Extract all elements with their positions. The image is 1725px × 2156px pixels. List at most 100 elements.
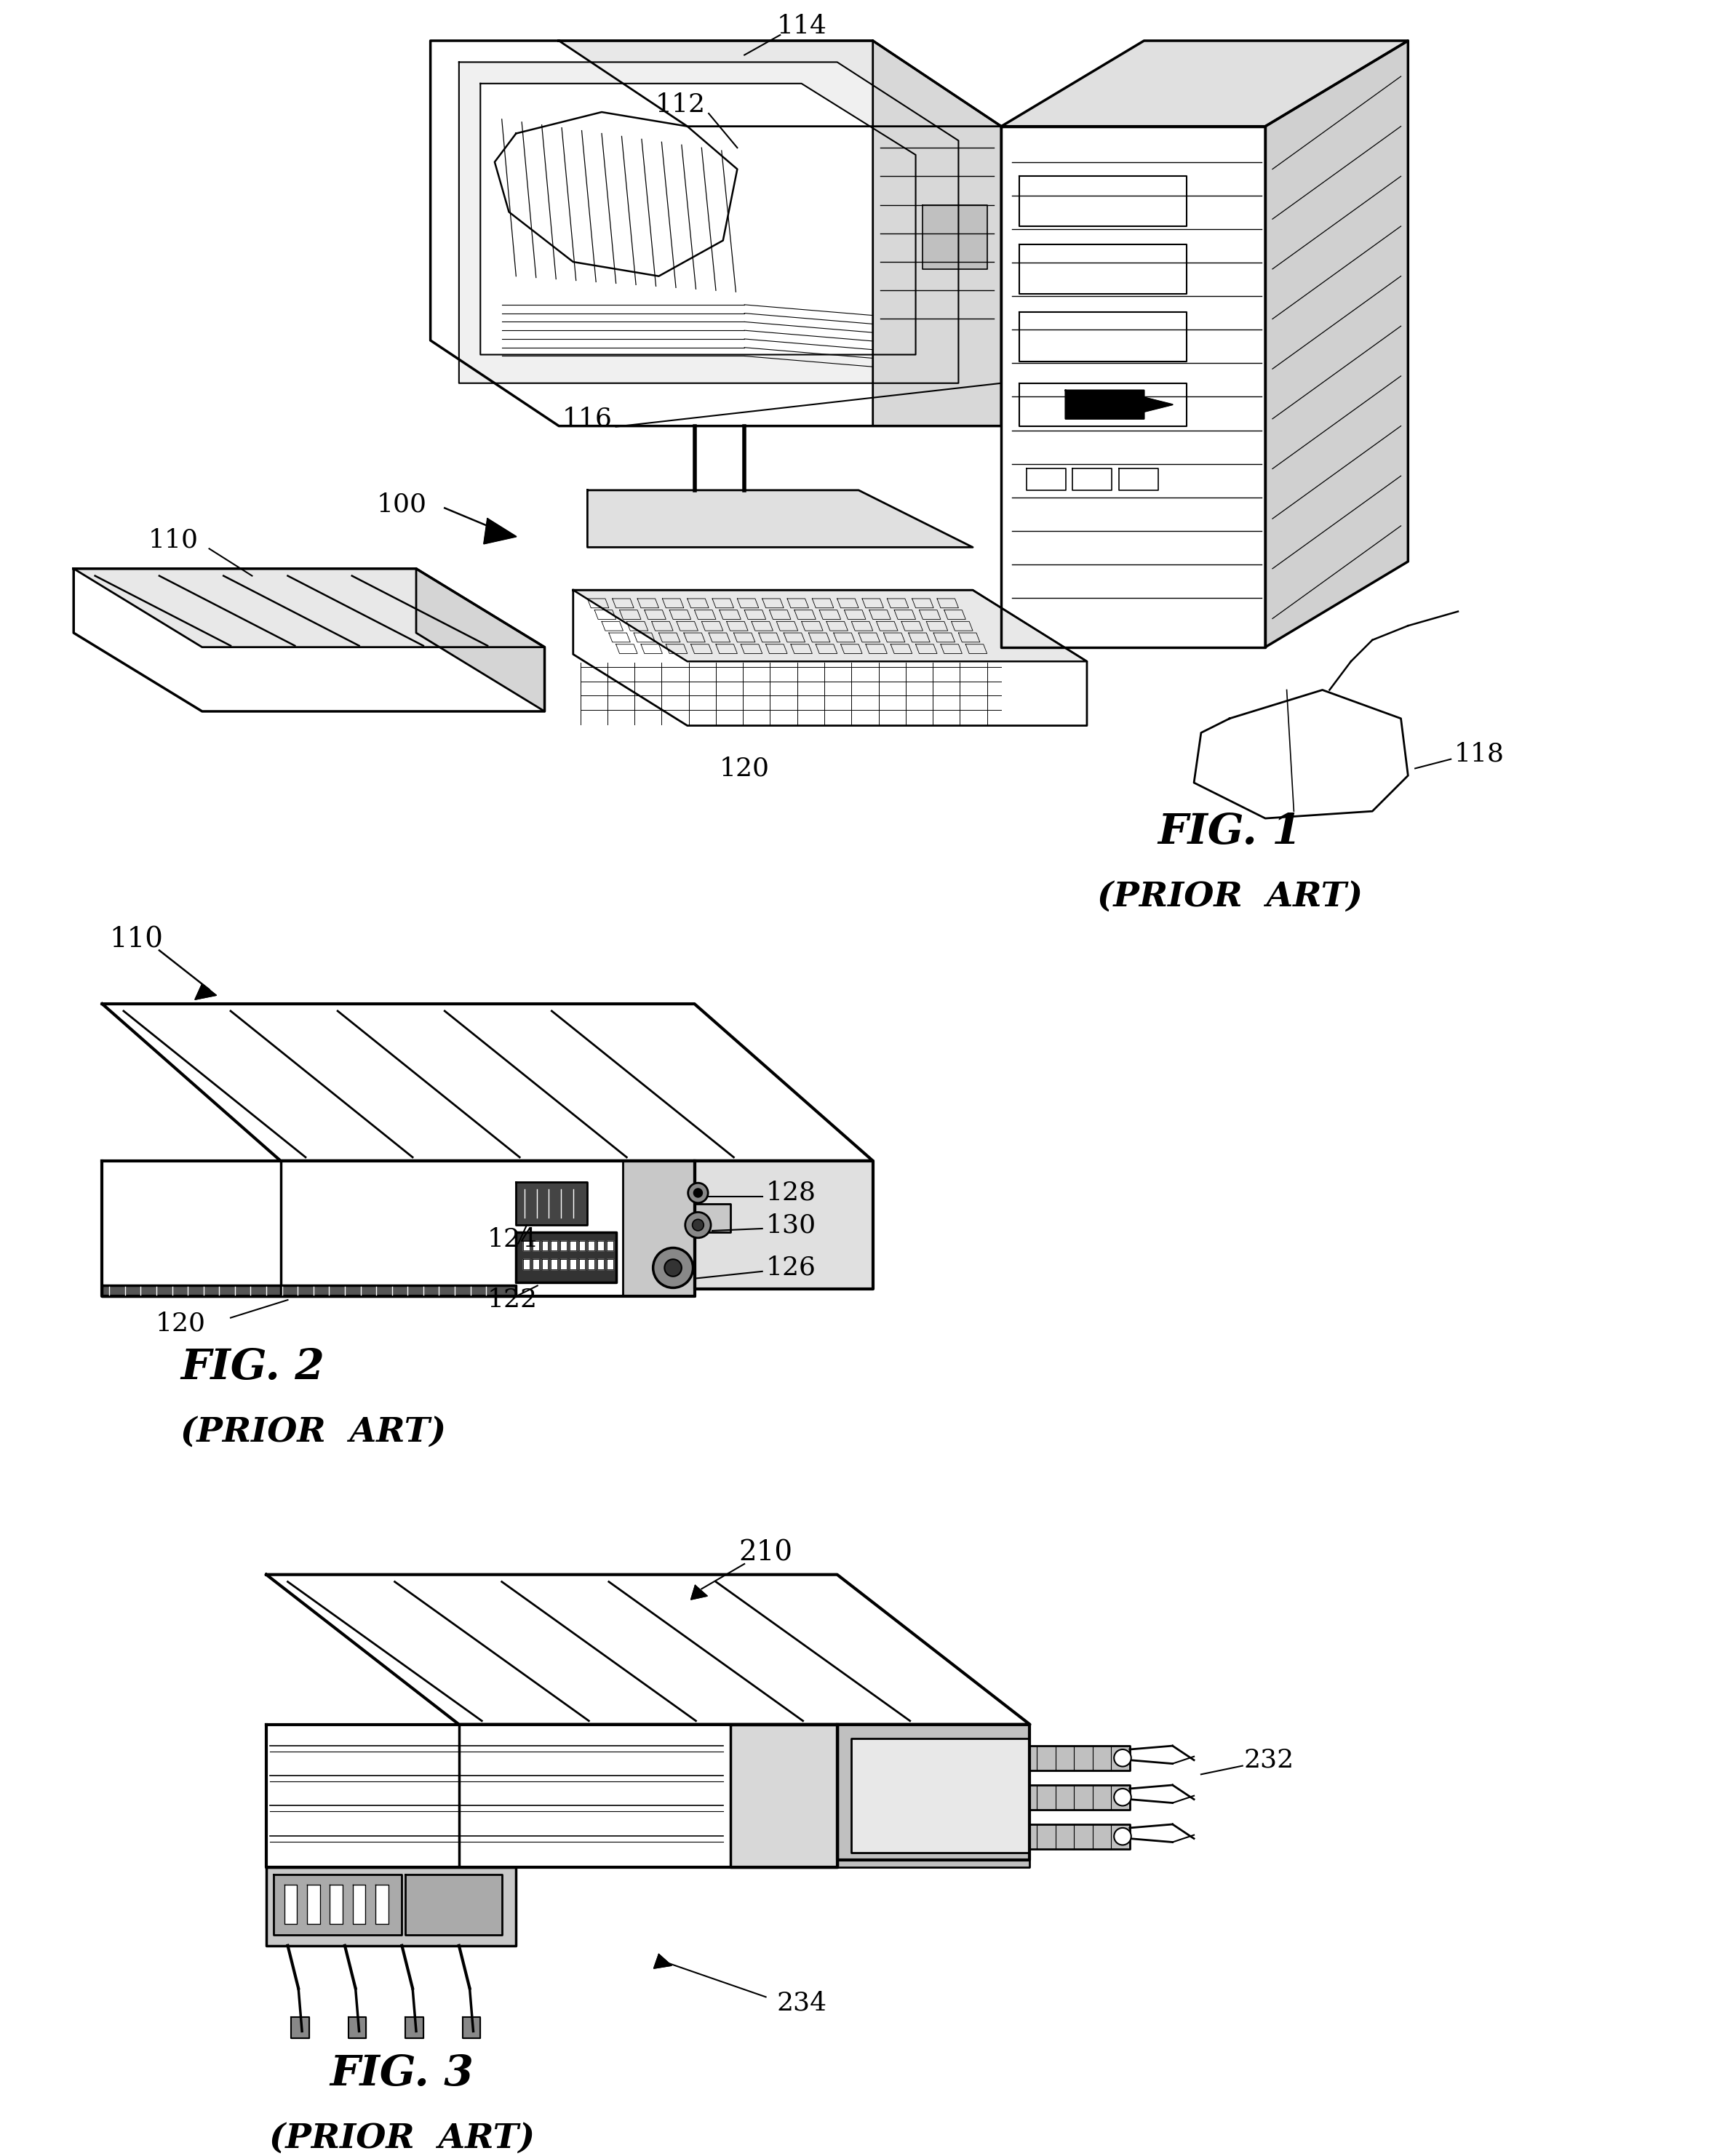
Text: 130: 130 — [766, 1212, 816, 1238]
Polygon shape — [550, 1259, 557, 1270]
Polygon shape — [580, 1259, 585, 1270]
Polygon shape — [102, 1005, 873, 1160]
Polygon shape — [573, 591, 1087, 727]
Text: 112: 112 — [656, 93, 706, 116]
Polygon shape — [523, 1259, 530, 1270]
Polygon shape — [480, 84, 916, 354]
Circle shape — [688, 1184, 707, 1203]
Polygon shape — [74, 569, 545, 711]
Polygon shape — [588, 1259, 595, 1270]
Polygon shape — [573, 591, 1087, 662]
Polygon shape — [352, 1884, 366, 1923]
Polygon shape — [1000, 41, 1408, 127]
Text: 210: 210 — [738, 1539, 794, 1567]
Polygon shape — [266, 1725, 837, 1867]
Polygon shape — [516, 1231, 616, 1283]
Circle shape — [1114, 1828, 1132, 1846]
Text: 122: 122 — [488, 1287, 538, 1313]
Polygon shape — [837, 1725, 1030, 1867]
Polygon shape — [285, 1884, 297, 1923]
Polygon shape — [597, 1259, 604, 1270]
Polygon shape — [329, 1884, 343, 1923]
Polygon shape — [559, 41, 1000, 127]
Polygon shape — [274, 1874, 402, 1934]
Polygon shape — [692, 1585, 707, 1600]
Polygon shape — [1066, 390, 1173, 418]
Text: 120: 120 — [155, 1311, 205, 1337]
Polygon shape — [376, 1884, 388, 1923]
Polygon shape — [102, 1285, 516, 1296]
Polygon shape — [550, 1240, 557, 1250]
Circle shape — [685, 1212, 711, 1238]
Polygon shape — [533, 1240, 538, 1250]
Text: 110: 110 — [109, 927, 164, 953]
Polygon shape — [74, 569, 545, 647]
Polygon shape — [1030, 1746, 1130, 1770]
Polygon shape — [533, 1259, 538, 1270]
Text: FIG. 2: FIG. 2 — [181, 1348, 324, 1388]
Polygon shape — [405, 1874, 502, 1934]
Polygon shape — [607, 1240, 612, 1250]
Polygon shape — [416, 569, 545, 711]
Text: 110: 110 — [148, 528, 198, 552]
Polygon shape — [307, 1884, 319, 1923]
Polygon shape — [1000, 127, 1266, 647]
Polygon shape — [266, 1574, 1030, 1725]
Polygon shape — [588, 1240, 595, 1250]
Text: 124: 124 — [488, 1227, 538, 1253]
Circle shape — [1114, 1789, 1132, 1807]
Text: FIG. 1: FIG. 1 — [1157, 813, 1302, 854]
Text: (PRIOR  ART): (PRIOR ART) — [1097, 880, 1363, 914]
Polygon shape — [405, 2016, 423, 2037]
Polygon shape — [837, 1725, 1030, 1861]
Circle shape — [693, 1188, 702, 1197]
Circle shape — [1114, 1749, 1132, 1766]
Polygon shape — [1266, 41, 1408, 647]
Polygon shape — [561, 1240, 568, 1250]
Polygon shape — [1030, 1785, 1130, 1811]
Polygon shape — [623, 1160, 730, 1296]
Polygon shape — [607, 1259, 612, 1270]
Polygon shape — [597, 1240, 604, 1250]
Text: 234: 234 — [776, 1990, 826, 2016]
Polygon shape — [195, 983, 216, 1000]
Text: 232: 232 — [1244, 1749, 1294, 1772]
Polygon shape — [923, 205, 987, 270]
Polygon shape — [348, 2016, 366, 2037]
Circle shape — [692, 1220, 704, 1231]
Polygon shape — [873, 41, 1001, 427]
Polygon shape — [459, 63, 959, 384]
Circle shape — [654, 1248, 693, 1287]
Polygon shape — [1030, 1824, 1130, 1850]
Text: 114: 114 — [776, 15, 826, 39]
Text: 100: 100 — [376, 492, 428, 517]
Polygon shape — [561, 1259, 568, 1270]
Text: 118: 118 — [1454, 742, 1504, 768]
Polygon shape — [516, 1181, 588, 1225]
Polygon shape — [588, 489, 973, 548]
Polygon shape — [292, 2016, 309, 2037]
Polygon shape — [580, 1240, 585, 1250]
Polygon shape — [654, 1953, 671, 1968]
Polygon shape — [730, 1725, 837, 1867]
Polygon shape — [569, 1259, 576, 1270]
Polygon shape — [1194, 690, 1408, 819]
Text: 126: 126 — [766, 1255, 816, 1281]
Text: (PRIOR  ART): (PRIOR ART) — [181, 1414, 447, 1449]
Polygon shape — [523, 1240, 530, 1250]
Polygon shape — [569, 1240, 576, 1250]
Text: (PRIOR  ART): (PRIOR ART) — [269, 2122, 535, 2156]
Polygon shape — [462, 2016, 480, 2037]
Polygon shape — [485, 520, 516, 543]
Circle shape — [664, 1259, 681, 1276]
Polygon shape — [266, 1867, 516, 1945]
Polygon shape — [695, 1160, 873, 1289]
Text: 120: 120 — [719, 757, 769, 780]
Polygon shape — [102, 1160, 695, 1296]
Text: FIG. 3: FIG. 3 — [329, 2053, 474, 2093]
Polygon shape — [431, 41, 1000, 427]
Polygon shape — [495, 112, 737, 276]
Polygon shape — [542, 1259, 549, 1270]
Polygon shape — [542, 1240, 549, 1250]
Text: 116: 116 — [562, 407, 612, 431]
